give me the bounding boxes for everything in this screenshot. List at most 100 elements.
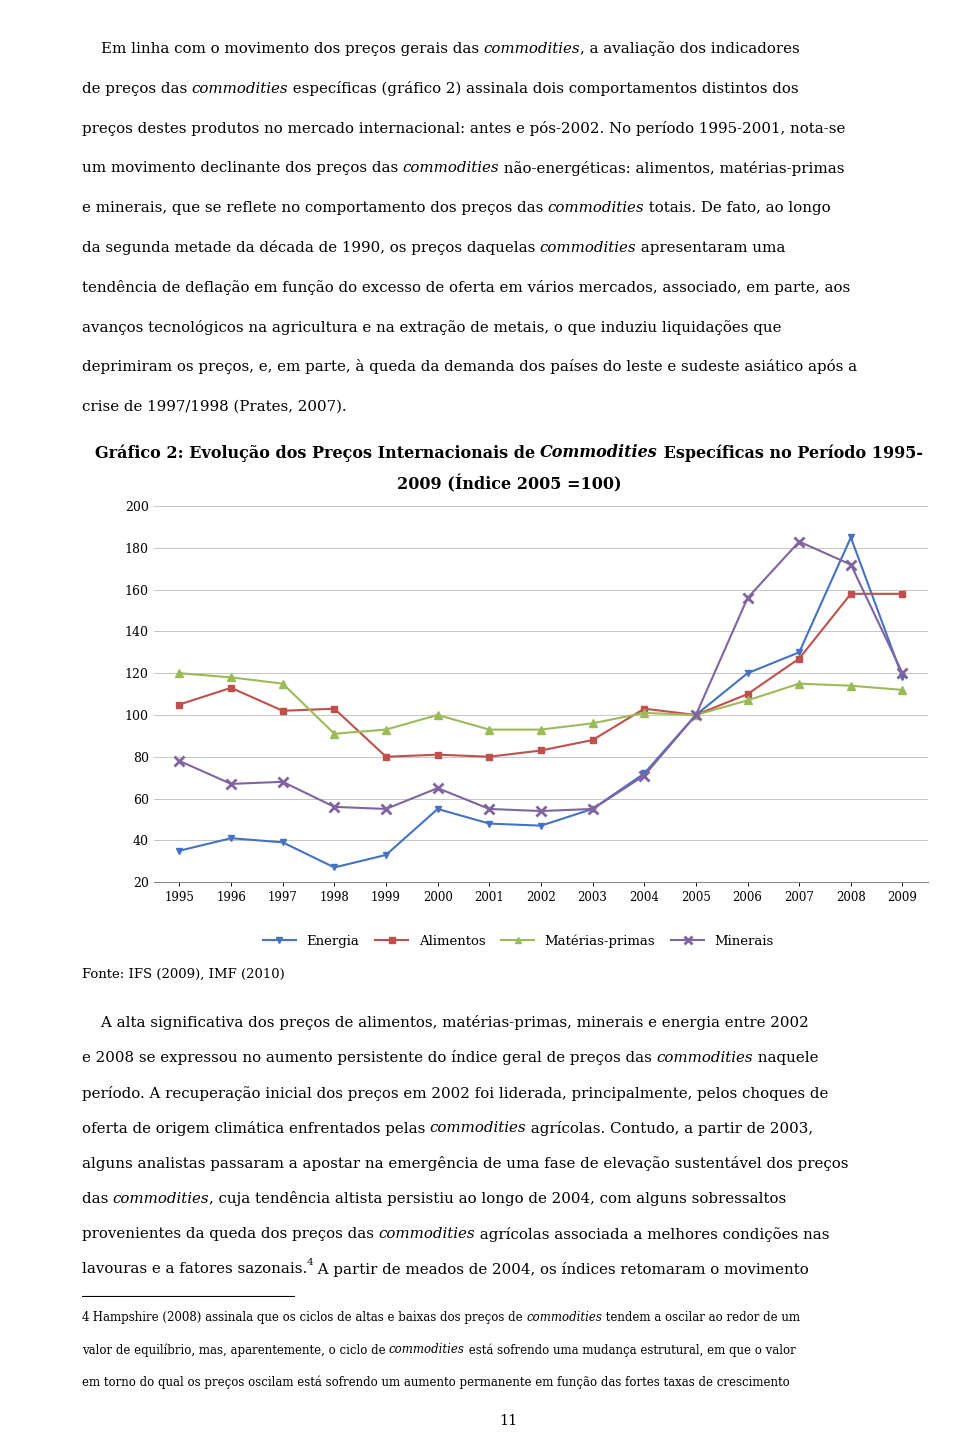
Text: agrícolas associada a melhores condições nas: agrícolas associada a melhores condições… <box>475 1226 829 1242</box>
Energia <box>536 817 547 834</box>
Text: período. A recuperação inicial dos preços em 2002 foi liderada, principalmente, : período. A recuperação inicial dos preço… <box>82 1086 828 1100</box>
Alimentos <box>380 748 392 765</box>
Text: um movimento declinante dos preços das: um movimento declinante dos preços das <box>82 161 402 175</box>
Alimentos <box>174 696 185 713</box>
Text: Específicas no Período 1995-: Específicas no Período 1995- <box>82 1021 347 1038</box>
Text: valor de equilíbrio, mas, aparentemente, o ciclo de: valor de equilíbrio, mas, aparentemente,… <box>82 1343 389 1356</box>
Energia <box>380 846 392 863</box>
Text: Específicas no Período 1995-: Específicas no Período 1995- <box>658 444 924 461</box>
Energia <box>897 668 908 685</box>
Text: não-energéticas: alimentos, matérias-primas: não-energéticas: alimentos, matérias-pri… <box>499 161 845 175</box>
Minerais <box>277 774 289 791</box>
Alimentos <box>897 586 908 603</box>
Minerais <box>794 534 805 551</box>
Energia <box>432 800 444 817</box>
Minerais <box>536 803 547 820</box>
Text: commodities: commodities <box>484 42 580 56</box>
Text: Commodities: Commodities <box>540 444 658 461</box>
Alimentos <box>690 706 702 723</box>
Text: da segunda metade da década de 1990, os preços daquelas: da segunda metade da década de 1990, os … <box>82 240 540 254</box>
Text: Em linha com o movimento dos preços gerais das: Em linha com o movimento dos preços gera… <box>82 42 484 56</box>
Text: commodities: commodities <box>540 240 636 254</box>
Text: preços destes produtos no mercado internacional: antes e pós-2002. No período 19: preços destes produtos no mercado intern… <box>82 121 845 136</box>
Text: totais. De fato, ao longo: totais. De fato, ao longo <box>644 201 831 215</box>
Matérias-primas <box>226 668 237 685</box>
Line: Energia: Energia <box>176 534 906 870</box>
Line: Matérias-primas: Matérias-primas <box>176 669 906 737</box>
Matérias-primas <box>638 704 650 722</box>
Minerais <box>690 706 702 723</box>
Energia <box>174 842 185 859</box>
Legend: Energia, Alimentos, Matérias-primas, Minerais: Energia, Alimentos, Matérias-primas, Min… <box>257 930 780 953</box>
Text: 4: 4 <box>307 1258 314 1267</box>
Text: commodities: commodities <box>192 81 288 95</box>
Text: 2009 (Índice 2005 =100): 2009 (Índice 2005 =100) <box>396 474 621 493</box>
Text: A alta significativa dos preços de alimentos, matérias-primas, minerais e energi: A alta significativa dos preços de alime… <box>82 1015 808 1030</box>
Minerais <box>638 766 650 784</box>
Text: tendência de deflação em função do excesso de oferta em vários mercados, associa: tendência de deflação em função do exces… <box>82 281 850 295</box>
Text: específicas (gráfico 2) assinala dois comportamentos distintos dos: específicas (gráfico 2) assinala dois co… <box>288 81 799 95</box>
Matérias-primas <box>742 691 754 709</box>
Text: Gráfico 2: Evolução dos Preços Internacionais de: Gráfico 2: Evolução dos Preços Internaci… <box>94 444 540 461</box>
Text: commodities: commodities <box>112 1192 209 1206</box>
Alimentos <box>484 748 495 765</box>
Minerais <box>897 665 908 683</box>
Text: apresentaram uma: apresentaram uma <box>636 240 785 254</box>
Alimentos <box>277 703 289 720</box>
Text: Commodities: Commodities <box>82 1021 200 1038</box>
Minerais <box>432 779 444 797</box>
Text: agrícolas. Contudo, a partir de 2003,: agrícolas. Contudo, a partir de 2003, <box>526 1121 813 1135</box>
Minerais <box>226 775 237 792</box>
Text: commodities: commodities <box>526 1312 602 1325</box>
Minerais <box>484 800 495 817</box>
Matérias-primas <box>794 675 805 693</box>
Text: Hampshire (2008) assinala que os ciclos de altas e baixas dos preços de: Hampshire (2008) assinala que os ciclos … <box>89 1312 526 1325</box>
Text: 2009 (Índice 2005 =100): 2009 (Índice 2005 =100) <box>82 1021 306 1038</box>
Text: commodities: commodities <box>657 1051 753 1064</box>
Energia <box>328 859 340 876</box>
Text: , a avaliação dos indicadores: , a avaliação dos indicadores <box>580 42 800 56</box>
Minerais <box>328 798 340 816</box>
Matérias-primas <box>328 724 340 742</box>
Text: oferta de origem climática enfrentados pelas: oferta de origem climática enfrentados p… <box>82 1121 430 1135</box>
Text: alguns analistas passaram a apostar na emergência de uma fase de elevação susten: alguns analistas passaram a apostar na e… <box>82 1157 848 1171</box>
Matérias-primas <box>484 722 495 739</box>
Energia <box>690 706 702 723</box>
Text: provenientes da queda dos preços das: provenientes da queda dos preços das <box>82 1228 378 1241</box>
Text: de preços das: de preços das <box>82 81 192 95</box>
Alimentos <box>587 732 598 749</box>
Matérias-primas <box>845 677 856 694</box>
Line: Minerais: Minerais <box>175 536 907 816</box>
Energia <box>226 830 237 847</box>
Matérias-primas <box>587 714 598 732</box>
Text: naquele: naquele <box>753 1051 818 1064</box>
Text: Fonte: IFS (2009), IMF (2010): Fonte: IFS (2009), IMF (2010) <box>82 967 284 980</box>
Matérias-primas <box>536 722 547 739</box>
Text: commodities: commodities <box>548 201 644 215</box>
Energia <box>742 665 754 683</box>
Minerais <box>587 800 598 817</box>
Minerais <box>742 590 754 607</box>
Minerais <box>845 555 856 573</box>
Energia <box>484 816 495 833</box>
Text: lavouras e a fatores sazonais.: lavouras e a fatores sazonais. <box>82 1262 307 1277</box>
Text: commodities: commodities <box>430 1121 526 1135</box>
Alimentos <box>794 649 805 667</box>
Energia <box>845 529 856 547</box>
Minerais <box>174 752 185 769</box>
Text: A partir de meados de 2004, os índices retomaram o movimento: A partir de meados de 2004, os índices r… <box>314 1262 809 1277</box>
Alimentos <box>536 742 547 759</box>
Text: commodities: commodities <box>378 1228 475 1241</box>
Alimentos <box>226 680 237 697</box>
Energia <box>794 643 805 661</box>
Matérias-primas <box>690 706 702 723</box>
Text: das: das <box>82 1192 112 1206</box>
Text: , cuja tendência altista persistiu ao longo de 2004, com alguns sobressaltos: , cuja tendência altista persistiu ao lo… <box>209 1192 786 1206</box>
Text: e 2008 se expressou no aumento persistente do índice geral de preços das: e 2008 se expressou no aumento persisten… <box>82 1050 657 1066</box>
Alimentos <box>742 685 754 703</box>
Text: e minerais, que se reflete no comportamento dos preços das: e minerais, que se reflete no comportame… <box>82 201 548 215</box>
Text: 4: 4 <box>82 1312 89 1325</box>
Alimentos <box>845 586 856 603</box>
Line: Alimentos: Alimentos <box>176 590 906 761</box>
Matérias-primas <box>277 675 289 693</box>
